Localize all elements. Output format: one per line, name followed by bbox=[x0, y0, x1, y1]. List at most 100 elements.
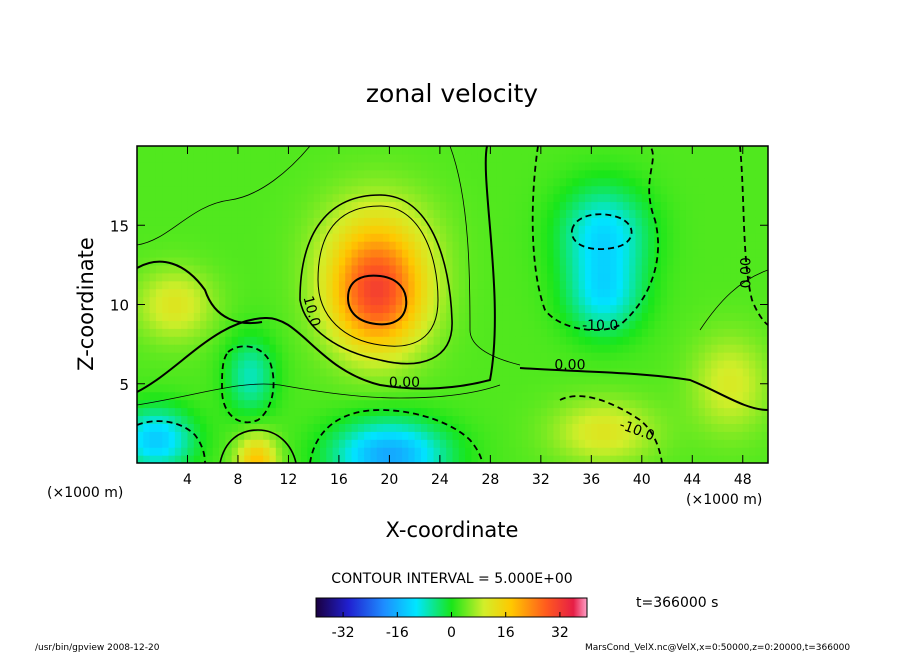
field-cell bbox=[433, 367, 441, 377]
field-cell bbox=[200, 288, 208, 298]
field-cell bbox=[332, 280, 340, 290]
field-cell bbox=[420, 320, 428, 329]
field-cell bbox=[345, 328, 353, 337]
field-cell bbox=[717, 431, 725, 440]
field-cell bbox=[540, 185, 548, 195]
field-cell bbox=[231, 264, 239, 274]
field-cell bbox=[427, 352, 435, 361]
field-cell bbox=[206, 399, 214, 409]
field-cell bbox=[711, 439, 719, 448]
field-cell bbox=[420, 455, 428, 463]
field-cell bbox=[187, 439, 195, 448]
field-cell bbox=[389, 153, 397, 163]
field-cell bbox=[603, 320, 611, 329]
field-cell bbox=[439, 423, 447, 432]
field-cell bbox=[389, 431, 397, 440]
field-cell bbox=[521, 447, 529, 456]
field-cell bbox=[566, 233, 573, 242]
field-cell bbox=[496, 233, 504, 242]
field-cell bbox=[206, 328, 214, 337]
field-cell bbox=[162, 304, 170, 314]
field-cell bbox=[629, 455, 637, 463]
field-cell bbox=[566, 415, 573, 424]
field-cell bbox=[364, 153, 372, 163]
field-cell bbox=[465, 146, 473, 155]
field-cell bbox=[559, 233, 567, 242]
field-cell bbox=[345, 241, 353, 250]
field-cell bbox=[237, 383, 245, 393]
field-cell bbox=[711, 415, 719, 424]
field-cell bbox=[275, 359, 283, 369]
field-cell bbox=[679, 249, 687, 258]
field-cell bbox=[395, 455, 403, 463]
field-cell bbox=[761, 217, 768, 226]
field-cell bbox=[143, 447, 151, 456]
field-cell bbox=[591, 264, 599, 274]
field-cell bbox=[496, 455, 504, 463]
field-cell bbox=[679, 447, 687, 456]
field-cell bbox=[578, 439, 586, 448]
field-cell bbox=[288, 383, 296, 393]
field-cell bbox=[553, 193, 561, 203]
field-cell bbox=[420, 201, 428, 211]
field-cell bbox=[370, 296, 378, 306]
field-cell bbox=[458, 233, 466, 242]
field-cell bbox=[263, 383, 271, 393]
field-cell bbox=[402, 280, 409, 290]
field-cell bbox=[351, 161, 359, 171]
field-cell bbox=[572, 193, 580, 203]
field-cell bbox=[427, 241, 435, 250]
field-cell bbox=[408, 153, 416, 163]
field-cell bbox=[761, 146, 768, 155]
field-cell bbox=[692, 352, 700, 361]
field-cell bbox=[572, 415, 580, 424]
field-cell bbox=[370, 352, 378, 361]
field-cell bbox=[622, 344, 630, 353]
field-cell bbox=[313, 352, 321, 361]
field-cell bbox=[332, 447, 340, 456]
field-cell bbox=[313, 312, 321, 321]
field-cell bbox=[212, 383, 220, 393]
field-cell bbox=[402, 185, 409, 195]
field-cell bbox=[717, 407, 725, 417]
field-cell bbox=[648, 272, 656, 282]
field-cell bbox=[502, 264, 510, 274]
field-cell bbox=[723, 241, 731, 250]
field-cell bbox=[547, 233, 555, 242]
field-cell bbox=[566, 328, 573, 337]
field-cell bbox=[351, 336, 359, 345]
field-cell bbox=[282, 280, 290, 290]
field-cell bbox=[635, 320, 643, 329]
field-cell bbox=[572, 296, 580, 306]
field-cell bbox=[496, 328, 504, 337]
field-cell bbox=[761, 153, 768, 163]
field-cell bbox=[496, 225, 504, 234]
field-cell bbox=[370, 407, 378, 417]
field-cell bbox=[528, 153, 536, 163]
field-cell bbox=[477, 447, 485, 456]
field-cell bbox=[490, 367, 498, 377]
field-cell bbox=[502, 407, 510, 417]
field-cell bbox=[553, 391, 561, 401]
field-cell bbox=[685, 225, 693, 234]
field-cell bbox=[685, 455, 693, 463]
field-cell bbox=[370, 217, 378, 226]
field-cell bbox=[534, 312, 542, 321]
field-cell bbox=[572, 447, 580, 456]
field-cell bbox=[408, 431, 416, 440]
field-cell bbox=[559, 280, 567, 290]
field-cell bbox=[307, 185, 315, 195]
field-cell bbox=[288, 304, 296, 314]
field-cell bbox=[660, 352, 668, 361]
field-cell bbox=[357, 312, 365, 321]
field-cell bbox=[730, 169, 738, 179]
field-cell bbox=[181, 161, 189, 171]
field-cell bbox=[149, 344, 157, 353]
field-cell bbox=[458, 288, 466, 298]
field-cell bbox=[376, 169, 384, 179]
field-cell bbox=[679, 367, 687, 377]
field-cell bbox=[692, 201, 700, 211]
field-cell bbox=[408, 439, 416, 448]
field-cell bbox=[654, 241, 662, 250]
field-cell bbox=[736, 153, 744, 163]
